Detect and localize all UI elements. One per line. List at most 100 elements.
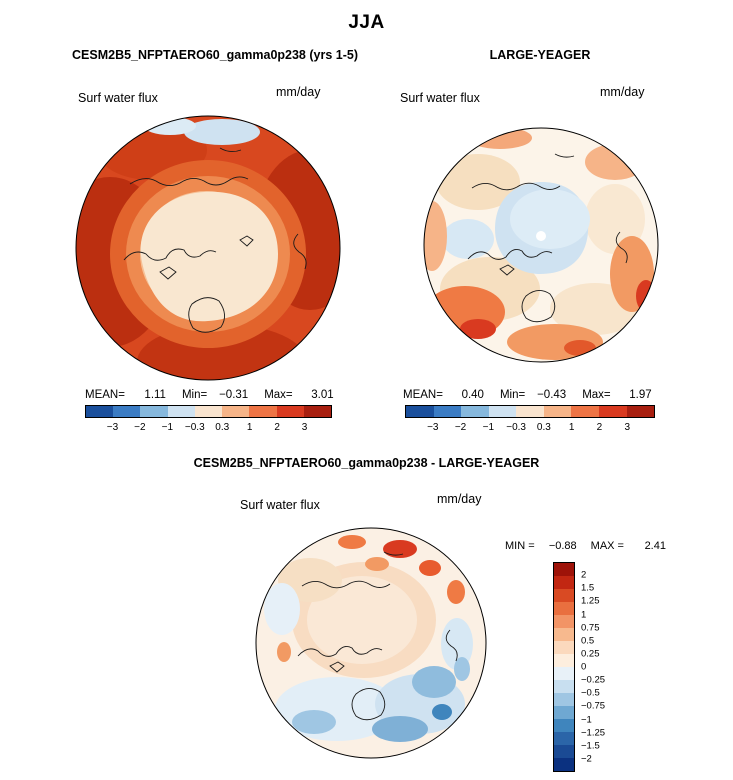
colorbar-segment [554, 563, 574, 576]
polar-map-model [75, 115, 341, 381]
field-label-model: Surf water flux [78, 91, 158, 105]
map-obs-outline [423, 127, 659, 363]
colorbar-tick-label: 3 [624, 422, 630, 433]
colorbar-tick-label: −1 [161, 422, 174, 433]
stat-min-label: Min= [181, 389, 208, 401]
colorbar-segment [554, 680, 574, 693]
stat-mean-value: 1.11 [144, 389, 166, 401]
stats-diff: MIN = −0.88 MAX = 2.41 [505, 540, 680, 552]
colorbar-segment [222, 406, 250, 417]
colorbar-tick-label: −1 [581, 714, 592, 725]
colorbar-tick-label: −2 [581, 753, 592, 765]
polar-map-diff [255, 527, 487, 759]
colorbar-tick-label: 0.3 [215, 422, 230, 433]
colorbar-segment [554, 706, 574, 719]
colorbar-diff: 2 1.5 1.25 1 0.75 0.5 0.25 0 −0.25 −0.5 −0.75 −1 −1.… [553, 562, 605, 772]
colorbar-tick-label: 0.75 [581, 622, 600, 634]
colorbar-tick-label: 2 [274, 422, 280, 433]
field-label-obs: Surf water flux [400, 91, 480, 105]
colorbar-segment [86, 406, 114, 417]
colorbar-segment [554, 693, 574, 706]
colorbar-segment [194, 406, 223, 417]
stats-obs: MEAN= 0.40 Min= −0.43 Max= 1.97 [403, 389, 652, 401]
colorbar-tick-label: −1.25 [581, 727, 606, 739]
colorbar-tick-label: 2 [596, 422, 603, 433]
panel-header-model: CESM2B5_NFPTAERO60_gamma0p238 (yrs 1-5) [72, 48, 358, 62]
stat-max-value: 2.41 [644, 540, 666, 552]
map-diff-contour-fill [256, 528, 486, 758]
colorbar-tick-label: −1.5 [581, 740, 600, 752]
colorbar-tick-label: 1 [246, 422, 253, 433]
colorbar-tick-label: 2 [581, 569, 587, 581]
colorbar-segment [461, 406, 489, 417]
map-model-outline [75, 115, 341, 381]
panel-header-obs: LARGE-YEAGER [489, 48, 591, 62]
stat-max-label: MAX = [590, 540, 624, 552]
stat-mean-label: MEAN= [85, 389, 125, 401]
colorbar-segment [516, 406, 544, 417]
map-model-coastlines [123, 147, 307, 333]
colorbar-tick-label: 1 [568, 422, 575, 433]
colorbar-tick-label: −2 [134, 422, 146, 433]
colorbar-tick-label: 0 [581, 661, 587, 673]
stat-min-value: −0.88 [548, 540, 577, 552]
stat-min-label: MIN = [505, 540, 535, 552]
colorbar-tick-label: 0.25 [581, 648, 600, 660]
colorbar-segment [113, 406, 141, 417]
colorbar-segment [554, 654, 574, 667]
units-label-diff: mm/day [437, 492, 482, 506]
stats-model: MEAN= 1.11 Min= −0.31 Max= 3.01 [85, 389, 334, 401]
colorbar-tick-label: 1.25 [581, 595, 600, 607]
colorbar-segment [598, 406, 627, 417]
map-obs-contour-fill [424, 128, 658, 362]
stat-max-value: 1.97 [629, 389, 652, 401]
colorbar-segment [554, 719, 574, 732]
colorbar-tick-label: 3 [301, 422, 308, 433]
colorbar-segment [140, 406, 168, 417]
stat-max-label: Max= [582, 389, 611, 401]
stat-mean-value: 0.40 [461, 389, 484, 401]
colorbar-segment [406, 406, 434, 417]
colorbar-segments [85, 405, 332, 418]
map-diff-outline [255, 527, 487, 759]
colorbar-tick-label: −2 [454, 422, 467, 433]
stat-mean-label: MEAN= [403, 389, 443, 401]
colorbar-tick-label: 0.5 [581, 635, 595, 647]
colorbar-segment [303, 406, 331, 417]
colorbar-segments [553, 562, 575, 772]
colorbar-segments [405, 405, 655, 418]
colorbar-segment [249, 406, 277, 417]
colorbar-segment [571, 406, 599, 417]
colorbar-tick-label: −3 [106, 422, 119, 433]
colorbar-segment [554, 745, 574, 758]
page-title: JJA [348, 12, 385, 33]
stat-max-label: Max= [264, 389, 293, 401]
stat-min-value: −0.43 [537, 389, 567, 401]
colorbar-tick-label: 1 [581, 609, 587, 620]
colorbar-tick-label: −0.25 [581, 674, 606, 686]
map-diff-coastlines [297, 551, 458, 721]
colorbar-segment [167, 406, 195, 417]
stat-min-label: Min= [499, 389, 526, 401]
polar-map-obs [423, 127, 659, 363]
colorbar-segment [488, 406, 517, 417]
colorbar-segment [543, 406, 572, 417]
colorbar-segment [554, 667, 574, 680]
colorbar-segment [554, 732, 574, 745]
colorbar-model: −3 −2 −1 −0.3 0.3 1 2 3 [85, 405, 332, 435]
colorbar-segment [626, 406, 655, 417]
colorbar-segment [554, 628, 574, 641]
stat-max-value: 3.01 [311, 389, 334, 401]
colorbar-segment [433, 406, 462, 417]
units-label-model: mm/day [276, 85, 321, 99]
colorbar-segment [554, 758, 574, 771]
colorbar-segment [554, 589, 574, 602]
map-obs-coastlines [467, 153, 628, 323]
field-label-diff: Surf water flux [240, 498, 320, 512]
colorbar-segment [554, 615, 574, 628]
colorbar-tick-label: 1.5 [581, 582, 595, 594]
units-label-obs: mm/day [600, 85, 645, 99]
colorbar-segment [554, 576, 574, 589]
stat-min-value: −0.31 [219, 389, 249, 401]
